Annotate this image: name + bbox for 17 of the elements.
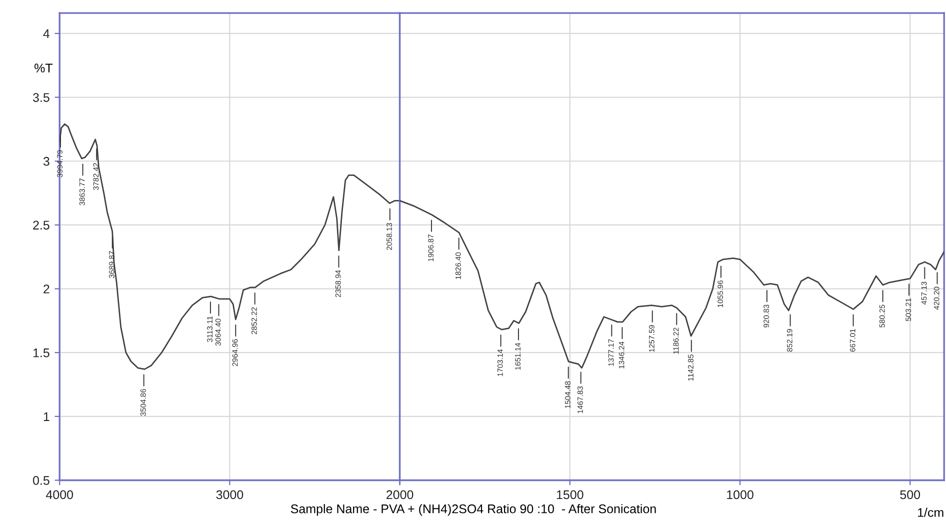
x-tick-label: 500 [900, 490, 920, 500]
x-tick-label: 3000 [216, 490, 244, 500]
y-tick-label: 4 [43, 29, 50, 38]
x-tick-label: 4000 [46, 490, 74, 500]
x-tick-label: 1000 [727, 490, 754, 500]
y-tick-label: 1.5 [33, 348, 50, 358]
y-tick-label: 2 [44, 284, 50, 294]
y-axis-title: %T [34, 64, 53, 72]
y-tick-label: 3.5 [32, 93, 50, 102]
y-tick-label: 3 [43, 156, 50, 166]
y-tick-label: 0.5 [32, 476, 50, 485]
y-tick-label: 2.5 [33, 220, 50, 230]
y-tick-label: 1 [44, 412, 50, 421]
x-tick-label: 1500 [556, 490, 584, 500]
text: 1/cm [918, 508, 944, 517]
x-axis-title: Sample Name - PVA + (NH4)2SO4 Ratio 90 :10 - After Sonication [290, 504, 656, 516]
x-tick-label: 2000 [386, 490, 414, 500]
